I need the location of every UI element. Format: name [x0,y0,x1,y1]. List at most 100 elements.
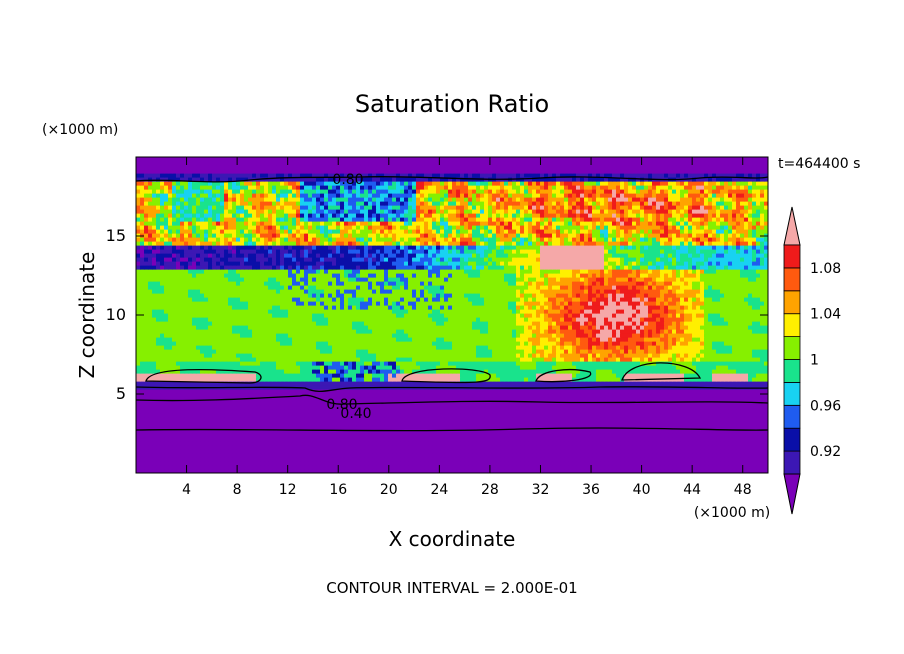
heatmap-cell [180,421,185,426]
heatmap-cell [268,349,273,354]
heatmap-cell [508,361,513,366]
heatmap-cell [220,357,225,362]
heatmap-cell [656,429,661,434]
heatmap-cell [212,409,217,414]
heatmap-cell [168,397,173,402]
heatmap-cell [444,413,449,418]
heatmap-cell [360,353,365,358]
heatmap-cell [252,421,257,426]
heatmap-cell [284,393,289,398]
heatmap-cell [216,377,221,382]
heatmap-cell [160,465,165,470]
heatmap-cell [612,377,617,382]
heatmap-cell [652,417,657,422]
heatmap-cell [392,389,397,394]
heatmap-cell [720,409,725,414]
heatmap-cell [264,437,269,442]
heatmap-cell [536,449,541,454]
heatmap-cell [760,393,765,398]
heatmap-cell [404,405,409,410]
heatmap-cell [496,461,501,466]
heatmap-cell [672,453,677,458]
heatmap-cell [608,377,613,382]
heatmap-cell [496,361,501,366]
heatmap-cell [456,369,461,374]
heatmap-cell [412,361,417,366]
heatmap-cell [396,409,401,414]
heatmap-cell [424,469,429,473]
heatmap-cell [596,393,601,398]
heatmap-cell [500,369,505,374]
heatmap-cell [328,357,333,362]
heatmap-cell [192,445,197,450]
heatmap-cell [308,437,313,442]
heatmap-cell [656,465,661,470]
heatmap-cell [452,405,457,410]
heatmap-cell [584,445,589,450]
heatmap-cell [236,445,241,450]
heatmap-cell [656,373,661,378]
heatmap-cell [376,405,381,410]
heatmap-cell [348,405,353,410]
heatmap-cell [468,365,473,370]
heatmap-cell [472,449,477,454]
heatmap-cell [392,457,397,462]
heatmap-cell [264,445,269,450]
heatmap-cell [688,401,693,406]
heatmap-cell [360,469,365,473]
heatmap-cell [580,453,585,458]
heatmap-cell [288,417,293,422]
heatmap-cell [660,465,665,470]
heatmap-cell [280,413,285,418]
heatmap-cell [676,437,681,442]
heatmap-cell [748,357,753,362]
heatmap-cell [692,373,697,378]
heatmap-cell [736,453,741,458]
heatmap-cell [624,441,629,446]
heatmap-cell [164,417,169,422]
heatmap-cell [420,397,425,402]
heatmap-cell [268,409,273,414]
heatmap-cell [696,397,701,402]
heatmap-cell [764,377,768,382]
heatmap-cell [140,421,145,426]
heatmap-cell [568,413,573,418]
heatmap-cell [604,461,609,466]
heatmap-cell [420,421,425,426]
heatmap-cell [232,461,237,466]
heatmap-cell [376,377,381,382]
heatmap-cell [704,469,709,473]
heatmap-cell [444,449,449,454]
heatmap-cell [528,353,533,358]
heatmap-cell [656,349,661,354]
heatmap-cell [320,405,325,410]
heatmap-cell [264,469,269,473]
heatmap-cell [288,397,293,402]
heatmap-cell [388,461,393,466]
heatmap-cell [424,381,429,386]
heatmap-cell [716,437,721,442]
heatmap-cell [732,457,737,462]
heatmap-cell [256,401,261,406]
heatmap-cell [192,425,197,430]
heatmap-cell [668,421,673,426]
heatmap-cell [216,361,221,366]
heatmap-cell [680,425,685,430]
heatmap-cell [184,405,189,410]
heatmap-cell [612,353,617,358]
heatmap-cell [184,437,189,442]
heatmap-cell [552,373,557,378]
heatmap-cell [684,389,689,394]
heatmap-cell [432,361,437,366]
heatmap-cell [288,413,293,418]
heatmap-cell [728,373,733,378]
heatmap-cell [180,441,185,446]
heatmap-cell [288,457,293,462]
heatmap-cell [700,365,705,370]
heatmap-cell [596,453,601,458]
heatmap-cell [616,353,621,358]
heatmap-cell [652,449,657,454]
heatmap-cell [248,445,253,450]
heatmap-cell [608,373,613,378]
heatmap-cell [556,469,561,473]
